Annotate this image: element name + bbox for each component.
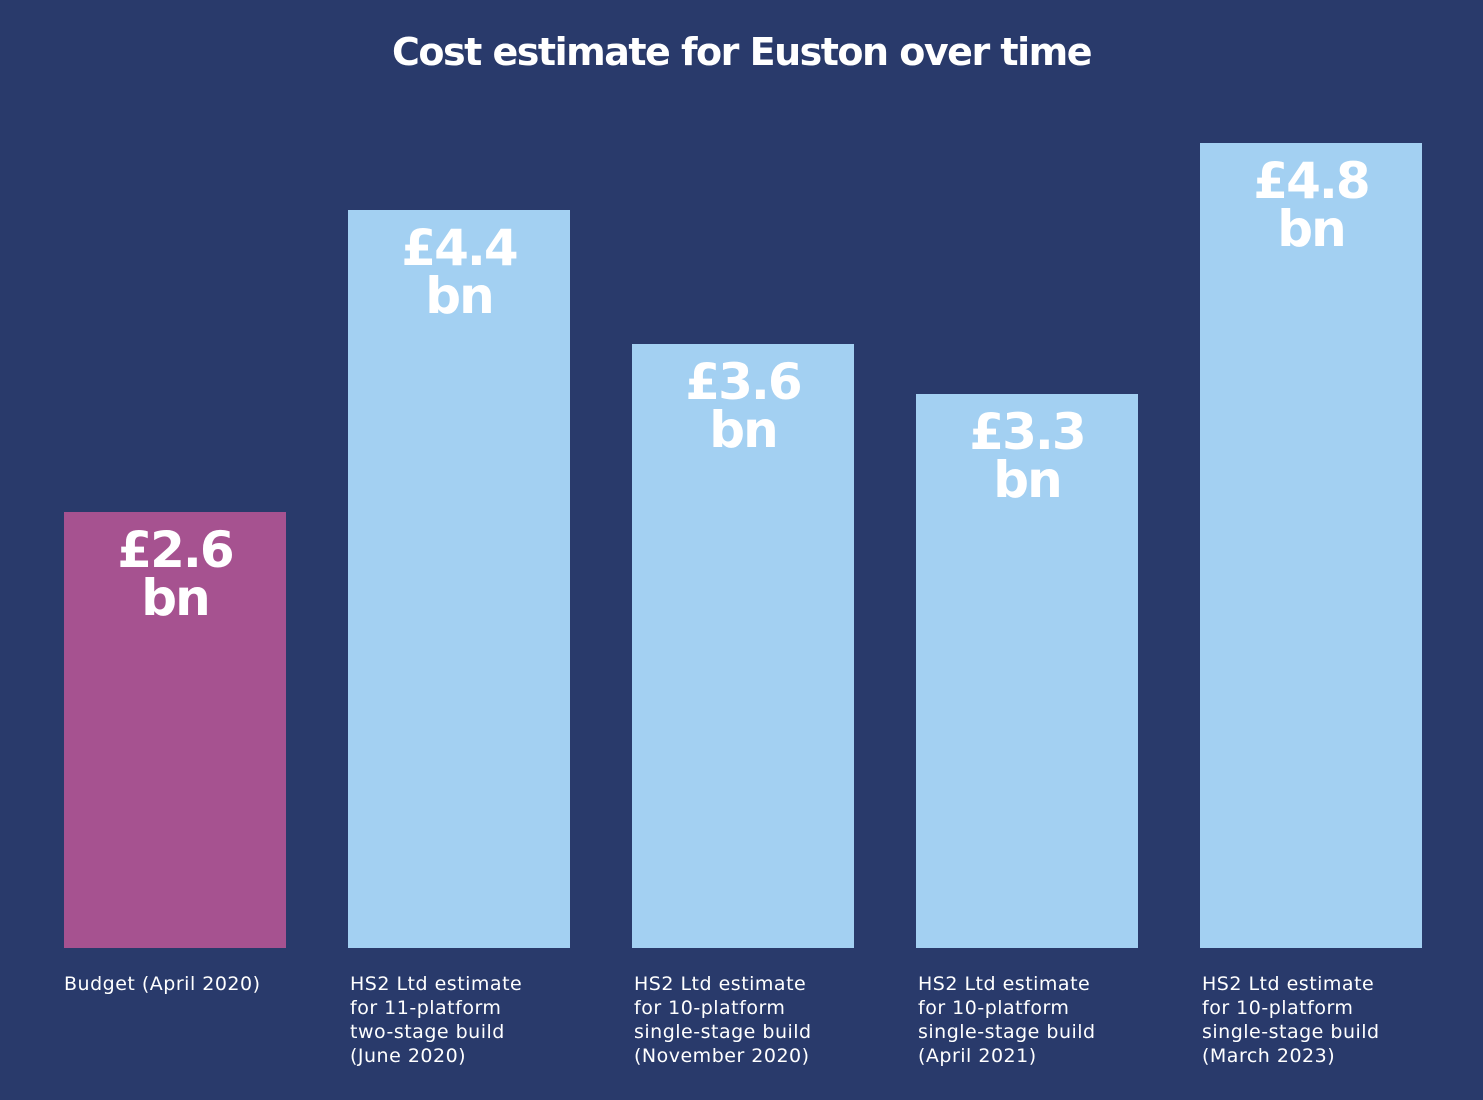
category-label-line: for 10-platform (918, 997, 1070, 1019)
data-label-line: bn (1277, 199, 1346, 258)
bar (632, 343, 854, 948)
category-label-line: two-stage build (350, 1021, 505, 1043)
category-label-line: Budget (April 2020) (64, 973, 261, 995)
category-label-line: (March 2023) (1202, 1045, 1336, 1067)
data-label: £3.6 bn (632, 352, 854, 459)
category-label-line: HS2 Ltd estimate (918, 973, 1091, 995)
data-label: £4.4 bn (348, 218, 570, 325)
category-label-line: (November 2020) (634, 1045, 810, 1067)
data-label: £3.3 bn (916, 403, 1138, 510)
bar (916, 394, 1138, 948)
category-label: HS2 Ltd estimate for 11-platform two-stage… (350, 972, 590, 1068)
category-label-line: HS2 Ltd estimate (634, 973, 807, 995)
category-label-line: HS2 Ltd estimate (1202, 973, 1375, 995)
bar (1200, 142, 1422, 948)
data-label-line: bn (709, 400, 778, 459)
data-label: £2.6 bn (64, 520, 286, 627)
data-label-line: £2.6 (117, 520, 234, 579)
category-label-line: single-stage build (1202, 1021, 1380, 1043)
data-label-line: £4.8 (1253, 151, 1370, 210)
data-label: £4.8 bn (1200, 151, 1422, 258)
category-label-line: (June 2020) (350, 1045, 467, 1067)
data-label-line: bn (993, 451, 1062, 510)
chart-title: Cost estimate for Euston over time (392, 30, 1092, 74)
data-label-line: bn (425, 266, 494, 325)
category-label: HS2 Ltd estimate for 10-platform single-st… (634, 972, 874, 1068)
category-label-line: for 10-platform (634, 997, 786, 1019)
category-label-line: for 11-platform (350, 997, 502, 1019)
bar (348, 209, 570, 948)
category-label-line: HS2 Ltd estimate (350, 973, 523, 995)
category-label-line: single-stage build (634, 1021, 812, 1043)
data-label-line: bn (141, 568, 210, 627)
data-label-line: £3.3 (969, 403, 1086, 462)
category-label-line: single-stage build (918, 1021, 1096, 1043)
data-label-line: £3.6 (685, 352, 802, 411)
data-label-line: £4.4 (401, 218, 518, 277)
bar (64, 511, 286, 948)
category-label: Budget (April 2020) (64, 972, 304, 996)
category-label-line: (April 2021) (918, 1045, 1037, 1067)
category-label: HS2 Ltd estimate for 10-platform single-st… (1202, 972, 1442, 1068)
category-label: HS2 Ltd estimate for 10-platform single-st… (918, 972, 1158, 1068)
category-label-line: for 10-platform (1202, 997, 1354, 1019)
